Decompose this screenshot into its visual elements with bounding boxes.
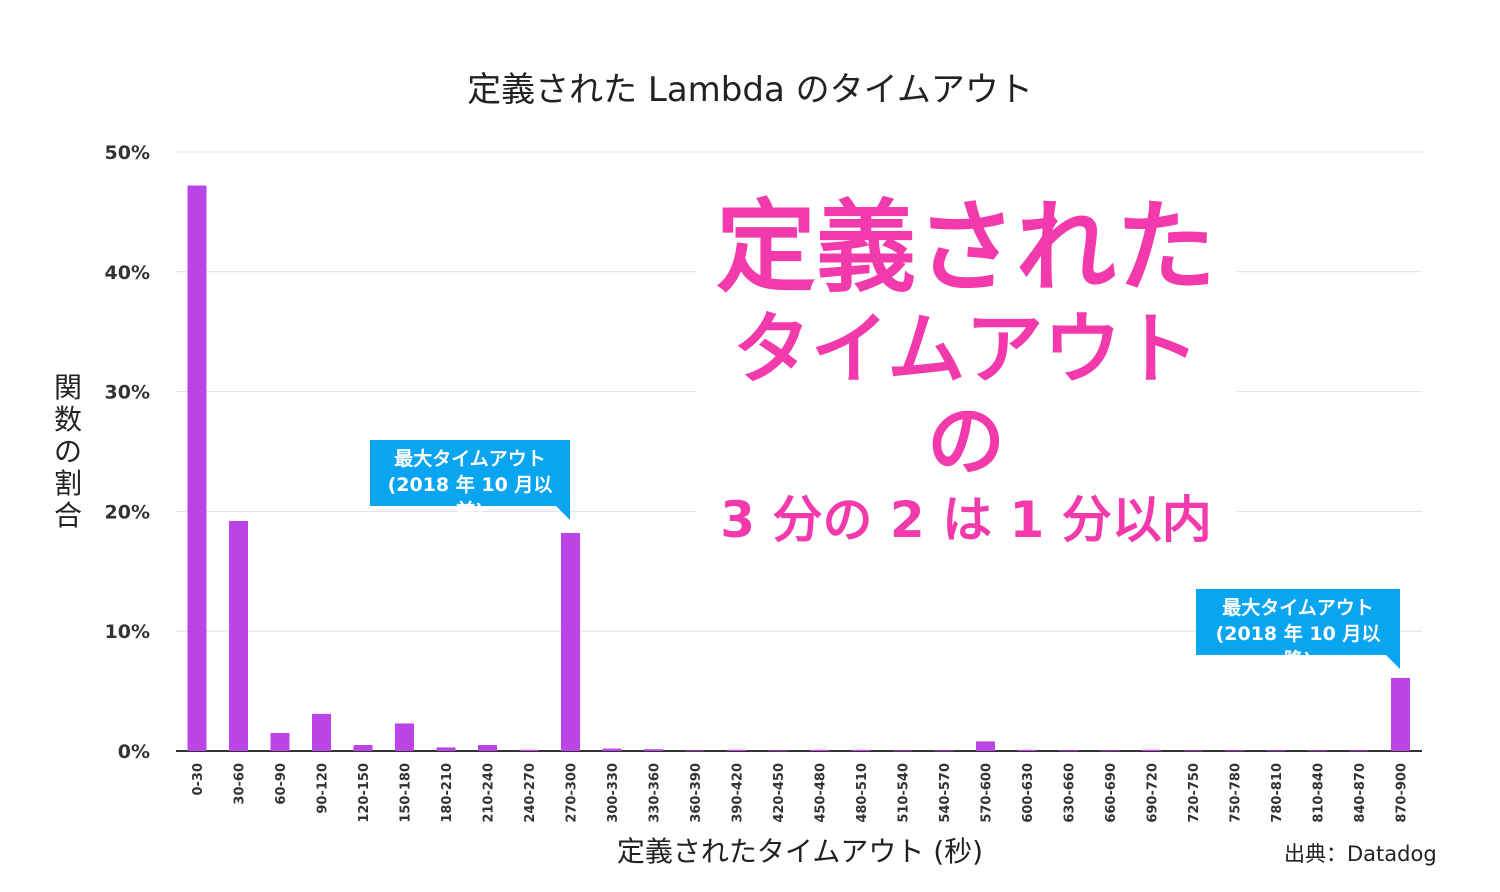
bar-30-60 (229, 520, 248, 751)
callout-before-line1: 最大タイムアウト (394, 448, 546, 470)
bar-630-660 (1059, 750, 1078, 752)
x-tick-label: 60-90 (274, 763, 289, 805)
bar-330-360 (644, 749, 663, 751)
x-tick-label: 150-180 (399, 763, 414, 823)
x-tick-label: 870-900 (1395, 763, 1410, 823)
x-tick-label: 600-630 (1021, 763, 1036, 823)
bar-360-390 (685, 750, 705, 752)
bar-690-720 (1142, 749, 1161, 751)
x-tick-label: 840-870 (1353, 763, 1368, 823)
y-tick-label: 10% (105, 621, 150, 643)
bar-750-780 (1225, 750, 1244, 752)
x-tick-label: 780-810 (1270, 763, 1285, 823)
bar-510-540 (893, 750, 912, 752)
x-tick-label: 450-480 (814, 763, 829, 823)
x-tick-label: 660-690 (1104, 763, 1119, 823)
x-tick-label: 630-660 (1063, 763, 1078, 823)
callout-before-line2: (2018 年 10 月以前) (387, 474, 553, 522)
headline-annotation: 定義された タイムアウトの 3 分の 2 は 1 分以内 (696, 192, 1236, 552)
x-tick-label: 690-720 (1146, 763, 1161, 823)
x-axis-label: 定義されたタイムアウト (秒) (616, 835, 984, 868)
bar-600-630 (1017, 749, 1037, 751)
bar-660-690 (1100, 750, 1120, 752)
bar-390-420 (727, 749, 746, 751)
x-tick-label: 240-270 (523, 763, 538, 823)
callout-max-timeout-after: 最大タイムアウト (2018 年 10 月以降) (1196, 589, 1400, 671)
bar-300-330 (602, 748, 622, 751)
y-tick-label: 40% (105, 262, 150, 284)
bar-0-30 (187, 185, 207, 751)
x-tick-label: 210-240 (482, 763, 497, 823)
bar-780-810 (1266, 750, 1286, 752)
x-tick-label: 90-120 (316, 763, 331, 814)
bar-90-120 (312, 713, 331, 751)
bar-720-750 (1183, 750, 1203, 752)
y-tick-label: 50% (105, 142, 150, 164)
x-tick-label: 720-750 (1187, 763, 1202, 823)
x-tick-label: 180-210 (440, 763, 455, 823)
headline-line1: 定義された (716, 189, 1216, 306)
y-tick-label: 0% (118, 741, 150, 763)
callout-after-line2: (2018 年 10 月以降) (1215, 623, 1381, 671)
callout-max-timeout-before: 最大タイムアウト (2018 年 10 月以前) (370, 440, 570, 522)
x-tick-label: 120-150 (357, 763, 372, 823)
bar-120-150 (353, 745, 373, 751)
y-tick-label: 30% (105, 382, 150, 404)
x-tick-label: 0-30 (191, 763, 206, 796)
y-tick-label: 20% (105, 501, 150, 523)
x-tick-label: 540-570 (938, 763, 953, 823)
bar-150-180 (395, 723, 414, 751)
x-tick-label: 270-300 (565, 763, 580, 823)
headline-line3: 3 分の 2 は 1 分以内 (720, 491, 1212, 549)
x-tick-label: 570-600 (980, 763, 995, 823)
callout-after-pointer (1386, 655, 1400, 669)
bar-450-480 (810, 749, 829, 751)
bar-210-240 (478, 745, 497, 751)
bar-570-600 (976, 741, 995, 751)
callout-after-line1: 最大タイムアウト (1222, 597, 1374, 619)
bar-870-900 (1391, 677, 1410, 751)
x-tick-label: 30-60 (233, 763, 248, 805)
headline-line2: タイムアウトの (732, 305, 1200, 487)
bar-180-210 (436, 747, 456, 751)
chart-title: 定義された Lambda のタイムアウト (467, 70, 1033, 110)
x-tick-label: 300-330 (606, 763, 621, 823)
bar-840-870 (1349, 750, 1369, 752)
bar-420-450 (768, 750, 788, 752)
x-tick-label: 390-420 (731, 763, 746, 823)
x-tick-label: 330-360 (648, 763, 663, 823)
bar-240-270 (519, 749, 539, 751)
x-tick-label: 420-450 (772, 763, 787, 823)
x-tick-label: 810-840 (1312, 763, 1327, 823)
x-tick-label: 480-510 (855, 763, 870, 823)
bar-540-570 (934, 750, 954, 752)
x-tick-label: 360-390 (689, 763, 704, 823)
x-tick-label: 750-780 (1229, 763, 1244, 823)
source-credit: 出典：Datadog (1284, 842, 1437, 866)
bar-270-300 (561, 532, 580, 751)
bar-60-90 (270, 733, 290, 751)
y-axis-label: 関数の割合 (53, 371, 82, 532)
callout-before-pointer (556, 506, 570, 520)
x-tick-label: 510-540 (897, 763, 912, 823)
bar-480-510 (851, 749, 871, 751)
bar-810-840 (1308, 750, 1327, 752)
